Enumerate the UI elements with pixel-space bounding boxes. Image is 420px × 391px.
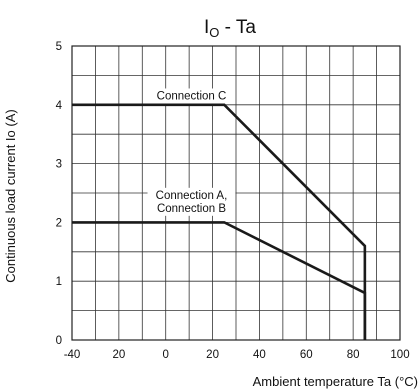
annotations: Connection C Connection A,Connection B xyxy=(147,88,236,216)
x-tick-label: 40 xyxy=(253,349,266,361)
grid xyxy=(71,45,401,341)
series-line-2 xyxy=(72,221,367,340)
y-tick-label: 3 xyxy=(56,159,62,171)
chart-title-subscript: O xyxy=(209,25,219,40)
annotation-text-1: Connection C xyxy=(157,90,227,102)
chart-title-rest: - Ta xyxy=(219,17,256,38)
x-tick-label: -40 xyxy=(64,349,81,361)
x-tick-label: 0 xyxy=(163,349,169,361)
x-axis-label: Ambient temperature Ta (°C) xyxy=(253,374,418,389)
y-tick-label: 1 xyxy=(56,276,62,288)
x-tick-label: 60 xyxy=(300,349,313,361)
x-tick-label: 80 xyxy=(347,349,360,361)
y-tick-label: 2 xyxy=(56,217,62,229)
y-tick-label: 5 xyxy=(56,41,62,53)
tick-labels: -40 20 0 20 40 60 80 100 0 1 2 3 4 5 xyxy=(56,41,410,361)
x-tick-label: 20 xyxy=(112,349,125,361)
series-group xyxy=(72,103,367,340)
annotation-box xyxy=(150,88,233,104)
chart-title-symbol: I xyxy=(204,17,209,38)
plot-frame xyxy=(71,45,401,341)
y-tick-label: 0 xyxy=(56,335,62,347)
x-tick-label: 20 xyxy=(206,349,219,361)
y-tick-label: 4 xyxy=(56,100,63,112)
chart-title: IO - Ta xyxy=(204,17,256,40)
x-tick-label: 100 xyxy=(390,349,409,361)
annotation-text-2: Connection A, xyxy=(156,190,228,202)
annotation-box xyxy=(147,187,236,216)
annotation-text-2: Connection B xyxy=(157,203,226,215)
y-axis-label: Continuous load current Io (A) xyxy=(3,109,18,282)
